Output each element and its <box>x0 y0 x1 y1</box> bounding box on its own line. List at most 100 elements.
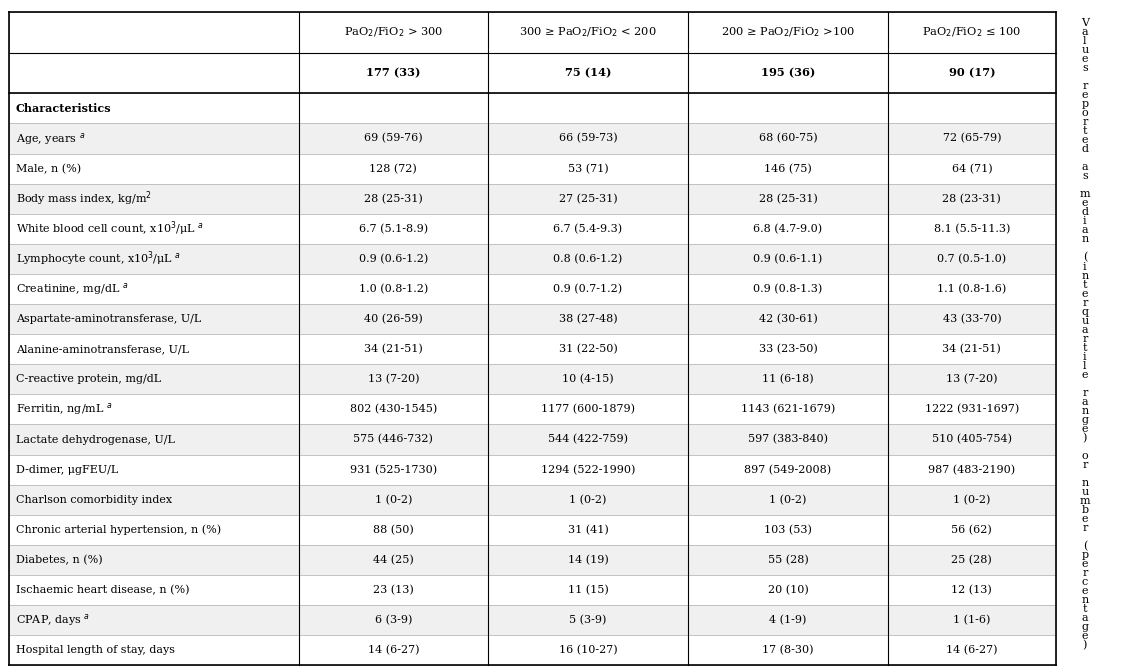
Text: q: q <box>1081 306 1088 317</box>
Text: 34 (21-51): 34 (21-51) <box>942 344 1002 354</box>
Text: 6.7 (5.4-9.3): 6.7 (5.4-9.3) <box>554 224 622 234</box>
Text: 0.9 (0.6-1.2): 0.9 (0.6-1.2) <box>358 254 428 264</box>
Bar <box>489 485 688 515</box>
Text: e: e <box>1081 288 1088 298</box>
Text: 8.1 (5.5-11.3): 8.1 (5.5-11.3) <box>933 224 1010 234</box>
Text: 34 (21-51): 34 (21-51) <box>364 344 422 354</box>
Text: r: r <box>1083 298 1087 308</box>
Text: 1177 (600-1879): 1177 (600-1879) <box>541 405 634 415</box>
Text: n: n <box>1081 406 1088 416</box>
Text: 13 (7-20): 13 (7-20) <box>367 374 419 384</box>
Text: 42 (30-61): 42 (30-61) <box>759 314 818 325</box>
Text: e: e <box>1081 135 1088 145</box>
Text: 33 (23-50): 33 (23-50) <box>759 344 818 354</box>
Text: 10 (4-15): 10 (4-15) <box>563 374 614 384</box>
Text: 1 (0-2): 1 (0-2) <box>769 495 806 505</box>
Text: 27 (25-31): 27 (25-31) <box>558 194 618 204</box>
Bar <box>888 124 1056 154</box>
Bar <box>9 364 299 394</box>
Text: r: r <box>1083 569 1087 579</box>
Text: 75 (14): 75 (14) <box>565 68 611 79</box>
Bar <box>489 545 688 575</box>
Text: 44 (25): 44 (25) <box>373 555 413 565</box>
Text: 0.9 (0.6-1.1): 0.9 (0.6-1.1) <box>754 254 823 264</box>
Text: i: i <box>1083 261 1087 271</box>
Bar <box>888 244 1056 274</box>
Bar <box>9 214 299 244</box>
Bar <box>299 124 489 154</box>
Bar <box>688 274 888 304</box>
Bar <box>299 425 489 454</box>
Bar <box>489 52 688 93</box>
Text: r: r <box>1083 334 1087 343</box>
Text: 897 (549-2008): 897 (549-2008) <box>745 464 831 475</box>
Bar <box>299 334 489 364</box>
Bar <box>299 605 489 635</box>
Text: 510 (405-754): 510 (405-754) <box>932 434 1012 445</box>
Text: 38 (27-48): 38 (27-48) <box>558 314 618 325</box>
Text: c: c <box>1081 577 1088 587</box>
Bar <box>888 214 1056 244</box>
Text: e: e <box>1081 90 1088 100</box>
Bar <box>9 12 299 52</box>
Text: Charlson comorbidity index: Charlson comorbidity index <box>16 495 172 505</box>
Bar <box>888 485 1056 515</box>
Bar <box>299 515 489 545</box>
Text: a: a <box>1081 397 1088 407</box>
Text: 1222 (931-1697): 1222 (931-1697) <box>924 405 1019 415</box>
Text: u: u <box>1081 316 1088 326</box>
Text: ): ) <box>1083 640 1087 650</box>
Bar <box>489 454 688 485</box>
Bar <box>489 334 688 364</box>
Text: e: e <box>1081 370 1088 380</box>
Bar <box>489 183 688 214</box>
Text: 128 (72): 128 (72) <box>369 163 418 174</box>
Text: 68 (60-75): 68 (60-75) <box>759 133 818 144</box>
Bar <box>299 364 489 394</box>
Bar <box>888 454 1056 485</box>
Bar <box>489 394 688 425</box>
Text: Ischaemic heart disease, n (%): Ischaemic heart disease, n (%) <box>16 585 189 595</box>
Bar <box>888 575 1056 605</box>
Bar <box>688 635 888 665</box>
Text: PaO$_2$/FiO$_2$ ≤ 100: PaO$_2$/FiO$_2$ ≤ 100 <box>922 26 1022 39</box>
Text: e: e <box>1081 198 1088 208</box>
Text: r: r <box>1083 523 1087 533</box>
Text: 43 (33-70): 43 (33-70) <box>942 314 1001 325</box>
Text: 1.0 (0.8-1.2): 1.0 (0.8-1.2) <box>358 284 428 294</box>
Bar <box>299 485 489 515</box>
Bar <box>688 334 888 364</box>
Bar <box>489 515 688 545</box>
Bar <box>688 93 888 124</box>
Text: Creatinine, mg/dL $^a$: Creatinine, mg/dL $^a$ <box>16 281 128 297</box>
Bar <box>9 454 299 485</box>
Bar <box>9 605 299 635</box>
Bar <box>489 124 688 154</box>
Text: 597 (383-840): 597 (383-840) <box>748 434 828 445</box>
Text: s: s <box>1081 63 1088 73</box>
Text: 12 (13): 12 (13) <box>951 585 993 595</box>
Text: s: s <box>1081 171 1088 181</box>
Text: 90 (17): 90 (17) <box>949 68 995 79</box>
Text: Aspartate-aminotransferase, U/L: Aspartate-aminotransferase, U/L <box>16 314 201 324</box>
Bar <box>688 12 888 52</box>
Bar <box>888 52 1056 93</box>
Text: n: n <box>1081 595 1088 605</box>
Bar <box>9 635 299 665</box>
Bar <box>688 605 888 635</box>
Text: 11 (15): 11 (15) <box>567 585 609 595</box>
Text: 0.9 (0.7-1.2): 0.9 (0.7-1.2) <box>554 284 622 294</box>
Bar <box>9 274 299 304</box>
Text: t: t <box>1083 280 1087 290</box>
Bar <box>688 485 888 515</box>
Bar <box>489 304 688 334</box>
Text: 1143 (621-1679): 1143 (621-1679) <box>741 405 836 415</box>
Bar <box>9 394 299 425</box>
Bar <box>299 93 489 124</box>
Bar <box>9 545 299 575</box>
Text: 0.9 (0.8-1.3): 0.9 (0.8-1.3) <box>754 284 823 294</box>
Bar <box>688 454 888 485</box>
Bar <box>688 154 888 183</box>
Text: p: p <box>1081 550 1088 560</box>
Text: d: d <box>1081 144 1088 154</box>
